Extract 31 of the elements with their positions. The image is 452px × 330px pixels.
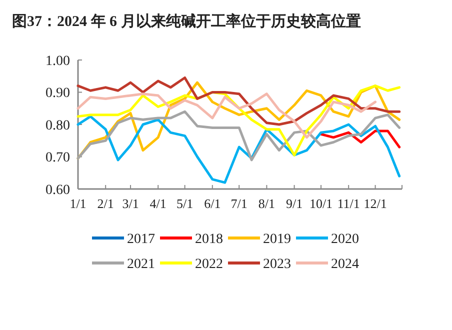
y-tick-label: 0.80 (46, 118, 70, 134)
legend-label: 2022 (195, 256, 223, 272)
legend-label: 2024 (331, 256, 359, 272)
x-tick-label: 5/1 (176, 196, 194, 211)
y-tick-label: 0.70 (46, 150, 70, 166)
x-tick-label: 8/1 (258, 196, 276, 211)
line-series (76, 76, 401, 126)
line-series (320, 130, 401, 148)
legend-label: 2018 (195, 232, 223, 247)
x-tick-label: 4/1 (150, 196, 166, 211)
x-tick-label: 7/1 (230, 196, 248, 211)
legend-label: 2023 (263, 256, 291, 272)
line-series (76, 110, 401, 162)
line-series (76, 92, 377, 139)
x-tick-label: 6/1 (204, 196, 221, 211)
y-tick-label: 1.00 (46, 54, 70, 69)
x-tick-label: 1/1 (70, 196, 86, 211)
x-tick-label: 11/1 (337, 196, 360, 211)
x-tick-label: 12/1 (364, 196, 387, 211)
x-tick-label: 10/1 (309, 196, 333, 211)
x-tick-label: 3/1 (122, 196, 139, 211)
y-tick-label: 0.90 (46, 86, 70, 102)
x-tick-label: 2/1 (97, 196, 114, 211)
legend-label: 2021 (127, 256, 155, 272)
legend-label: 2019 (263, 232, 291, 247)
legend-label: 2017 (127, 232, 155, 247)
x-tick-label: 9/1 (286, 196, 303, 211)
chart-title: 图37：2024 年 6 月以来纯碱开工率位于历史较高位置 (12, 12, 361, 30)
line-series (76, 115, 401, 184)
legend-label: 2020 (331, 232, 359, 247)
y-tick-label: 0.60 (46, 182, 70, 198)
